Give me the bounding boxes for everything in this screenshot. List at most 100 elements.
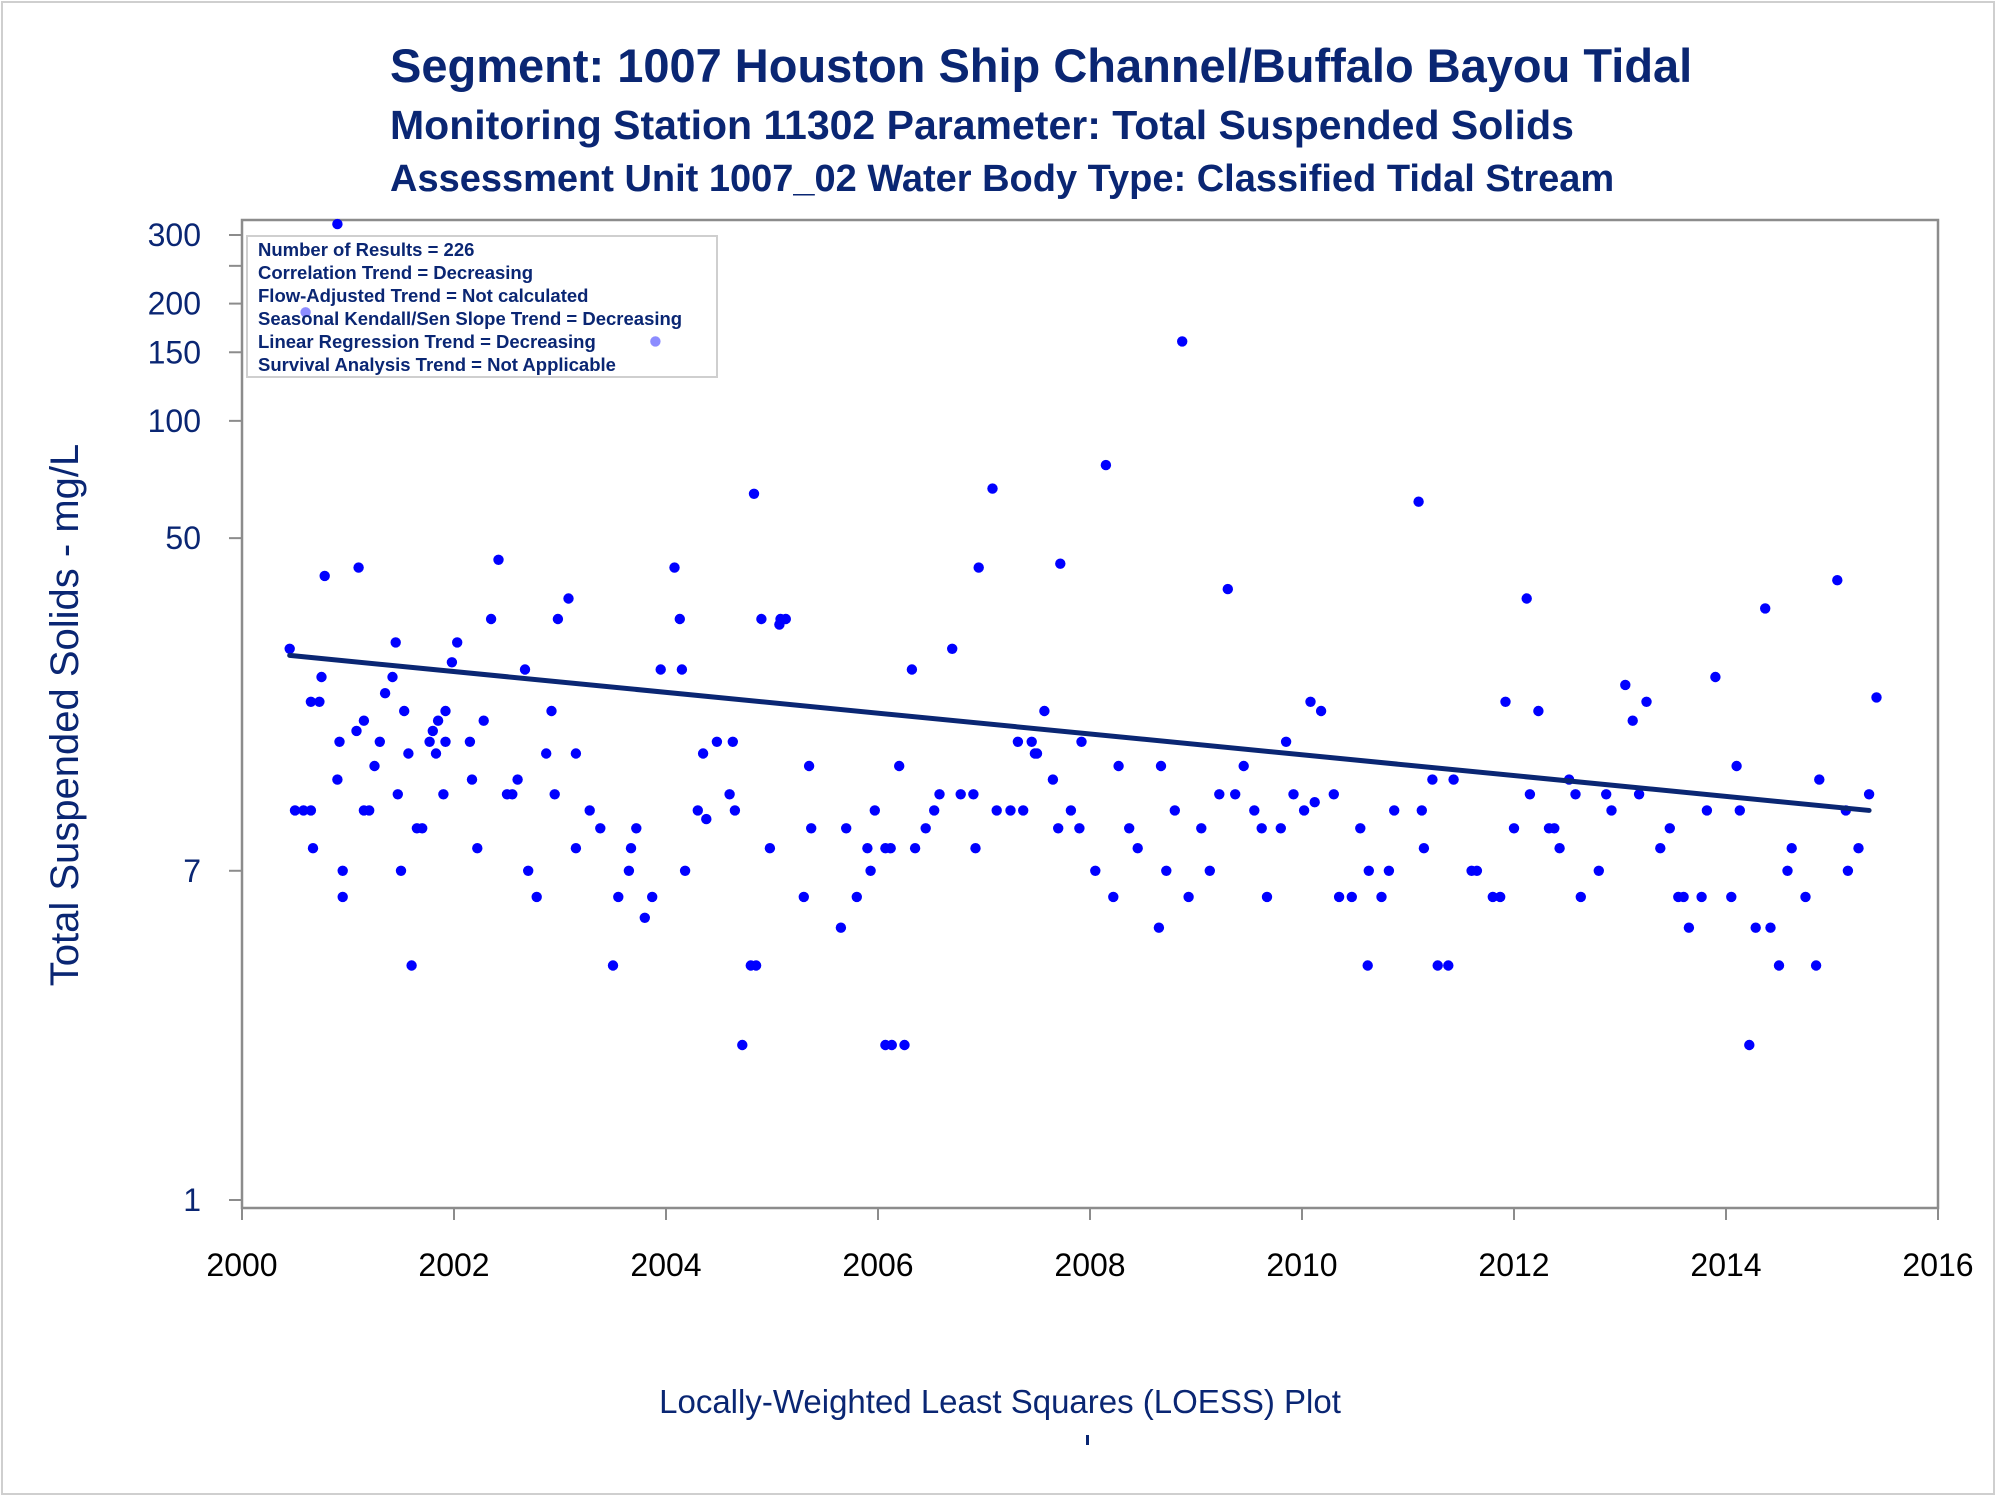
data-point — [1863, 789, 1875, 800]
data-point — [1731, 760, 1742, 772]
x-tick-label: 2008 — [1054, 1247, 1125, 1283]
data-point — [909, 843, 921, 854]
legend-line: Flow-Adjusted Trend = Not calculated — [258, 285, 588, 306]
data-point — [1065, 805, 1077, 816]
data-point — [466, 774, 478, 785]
data-point — [1298, 805, 1310, 816]
data-point — [1413, 496, 1424, 507]
data-point — [929, 805, 940, 816]
data-point — [563, 593, 574, 604]
data-point — [899, 1039, 910, 1051]
data-point — [920, 823, 931, 834]
data-point — [1047, 774, 1059, 785]
x-tick-label: 2006 — [842, 1247, 913, 1283]
data-point — [970, 843, 981, 854]
data-point — [1710, 671, 1721, 683]
data-point — [1641, 696, 1652, 707]
data-point — [750, 960, 762, 971]
data-point — [1155, 760, 1167, 772]
footer-note: Locally-Weighted Least Squares (LOESS) P… — [659, 1383, 1341, 1420]
data-point — [1153, 922, 1165, 933]
data-point — [806, 823, 817, 834]
legend-line: Number of Results = 226 — [258, 239, 474, 260]
y-tick-label: 50 — [165, 520, 201, 556]
data-point — [1362, 960, 1373, 971]
data-point — [1734, 805, 1746, 816]
data-point — [1132, 843, 1143, 854]
data-point — [934, 789, 945, 800]
data-point — [374, 736, 385, 747]
data-point — [1053, 823, 1064, 834]
data-point — [1256, 823, 1267, 834]
data-point — [390, 637, 401, 648]
data-point — [1427, 774, 1438, 785]
data-point — [1309, 797, 1320, 808]
data-point — [623, 865, 635, 876]
data-point — [973, 562, 984, 573]
data-point — [1814, 774, 1825, 785]
data-point — [1786, 843, 1797, 854]
data-point — [1871, 692, 1882, 703]
data-point — [570, 843, 582, 854]
data-point — [655, 664, 666, 675]
data-point — [1800, 891, 1811, 903]
data-point — [427, 725, 438, 737]
data-point — [1183, 891, 1194, 903]
data-point — [803, 760, 815, 772]
data-point — [1288, 789, 1299, 800]
y-tick-label: 150 — [148, 334, 201, 370]
data-point — [595, 823, 606, 834]
data-point — [756, 613, 767, 625]
data-point — [1346, 891, 1358, 903]
data-point — [337, 865, 348, 876]
data-point — [780, 613, 791, 625]
data-point — [1018, 805, 1029, 816]
x-tick-label: 2010 — [1266, 1247, 1337, 1283]
data-point — [1521, 593, 1532, 604]
x-tick-label: 2000 — [206, 1247, 277, 1283]
data-point — [1773, 960, 1785, 971]
data-point — [947, 643, 958, 654]
data-point — [729, 805, 741, 816]
data-point — [639, 912, 650, 923]
x-axis: 2000 2002 2004 2006 2008 2010 2012 2014 2016 — [206, 1208, 1974, 1283]
x-tick-label: 2002 — [418, 1247, 489, 1283]
chart-subtitle-2: Assessment Unit 1007_02 Water Body Type:… — [390, 158, 1615, 200]
data-point — [1487, 891, 1499, 903]
data-point — [395, 865, 407, 876]
data-point — [1443, 960, 1454, 971]
data-point — [748, 488, 760, 499]
legend-line: Linear Regression Trend = Decreasing — [258, 331, 596, 352]
data-point — [1177, 336, 1188, 347]
data-point — [424, 736, 435, 747]
data-point — [631, 823, 642, 834]
data-point — [1683, 922, 1695, 933]
data-point — [1448, 774, 1459, 785]
data-point — [1524, 789, 1536, 800]
data-point — [1601, 789, 1612, 800]
data-point — [674, 613, 685, 625]
data-point — [337, 891, 348, 903]
data-point — [676, 664, 688, 675]
data-point — [364, 805, 375, 816]
data-point — [1222, 583, 1234, 595]
data-point — [552, 613, 564, 625]
y-tick-label: 300 — [148, 217, 201, 253]
data-point — [284, 643, 295, 654]
data-point — [1238, 760, 1249, 772]
y-tick-label: 7 — [183, 853, 201, 889]
data-point — [403, 748, 414, 759]
data-point — [399, 705, 410, 717]
data-point — [1305, 696, 1316, 707]
data-point — [531, 891, 542, 903]
data-point — [464, 736, 476, 747]
data-point — [332, 218, 343, 230]
data-point — [1782, 865, 1793, 876]
data-point — [332, 774, 343, 785]
data-point — [1214, 789, 1225, 800]
data-point — [584, 805, 595, 816]
y-tick-label: 100 — [148, 403, 201, 439]
data-point — [865, 865, 876, 876]
data-point — [541, 748, 552, 759]
